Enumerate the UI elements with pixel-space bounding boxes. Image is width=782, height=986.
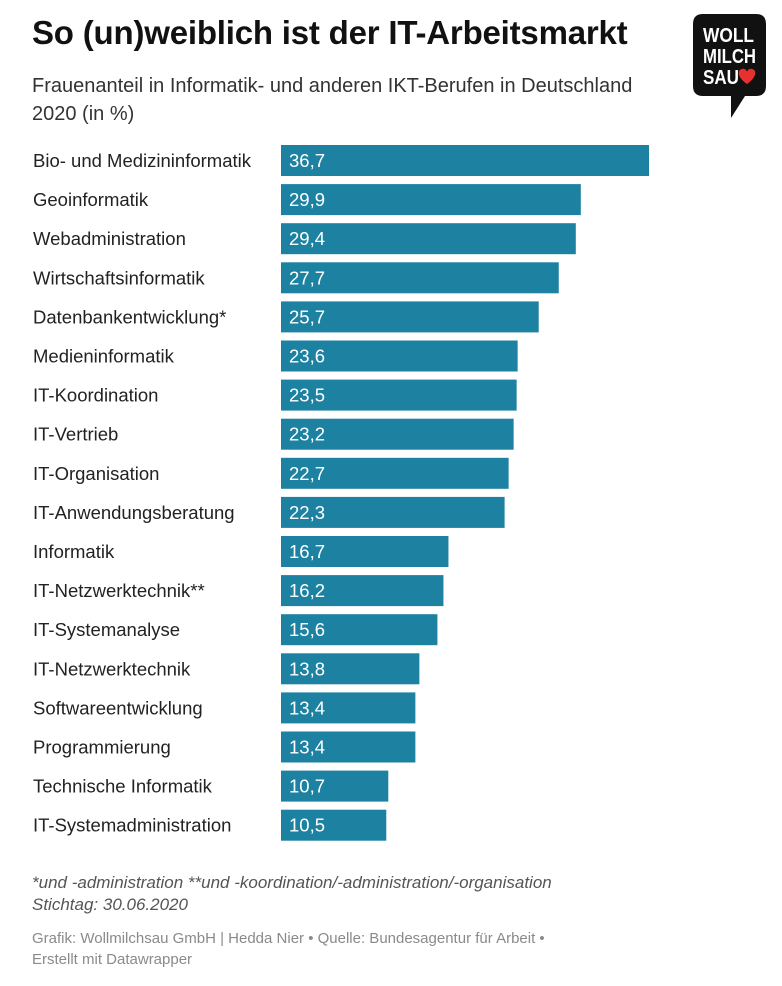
bar (281, 418, 514, 450)
value-label: 13,8 (289, 658, 325, 679)
bar (281, 692, 416, 724)
category-label: IT-Systemadministration (33, 815, 231, 836)
bar (281, 262, 559, 294)
category-label: IT-Anwendungsberatung (33, 502, 235, 523)
value-label: 29,9 (289, 189, 325, 210)
bar (281, 340, 518, 372)
value-label: 16,2 (289, 580, 325, 601)
logo-graphic: WOLL MILCH SAU (693, 14, 766, 118)
value-label: 13,4 (289, 697, 325, 718)
category-label: Technische Informatik (33, 776, 213, 797)
bar (281, 496, 505, 528)
bar (281, 731, 416, 763)
logo-line-2: MILCH (703, 46, 756, 68)
category-label: Informatik (33, 541, 115, 562)
bar (281, 184, 581, 216)
category-label: IT-Systemanalyse (33, 619, 180, 640)
category-label: Programmierung (33, 737, 171, 758)
value-label: 10,7 (289, 776, 325, 797)
value-label: 10,5 (289, 815, 325, 836)
bar (281, 301, 539, 333)
category-label: Webadministration (33, 228, 186, 249)
wollmilchsau-logo: WOLL MILCH SAU (693, 14, 766, 118)
value-label: 22,3 (289, 502, 325, 523)
category-label: Datenbankentwicklung* (33, 306, 226, 327)
value-label: 23,5 (289, 385, 325, 406)
category-label: IT-Vertrieb (33, 424, 118, 445)
bar (281, 536, 449, 567)
heart-icon (738, 68, 756, 84)
category-label: IT-Netzwerktechnik** (33, 580, 205, 601)
source-line-2: Erstellt mit Datawrapper (32, 951, 193, 968)
bar (281, 223, 576, 255)
footnote-reference-date: Stichtag: 30.06.2020 (32, 895, 188, 914)
category-label: IT-Organisation (33, 463, 159, 484)
value-label: 36,7 (289, 150, 325, 171)
logo-speech-bubble (693, 14, 766, 118)
bar (281, 614, 438, 646)
bar (281, 770, 389, 802)
value-label: 23,2 (289, 424, 325, 445)
category-label: IT-Netzwerktechnik (33, 658, 191, 679)
source-line-1: Grafik: Wollmilchsau GmbH | Hedda Nier •… (32, 930, 545, 947)
category-label: IT-Koordination (33, 385, 158, 406)
category-label: Softwareentwicklung (33, 697, 203, 718)
value-label: 29,4 (289, 228, 325, 249)
value-label: 15,6 (289, 619, 325, 640)
value-label: 13,4 (289, 737, 325, 758)
bar (281, 809, 387, 841)
value-label: 27,7 (289, 267, 325, 288)
bar (281, 653, 420, 685)
category-label: Bio- und Medizininformatik (33, 150, 252, 171)
logo-line-3: SAU (703, 67, 739, 89)
category-label: Medieninformatik (33, 346, 175, 367)
bar (281, 379, 517, 411)
chart-title: So (un)weiblich ist der IT-Arbeitsmarkt (32, 14, 628, 51)
bar (281, 575, 444, 607)
value-label: 25,7 (289, 306, 325, 327)
source-credit: Grafik: Wollmilchsau GmbH | Hedda Nier •… (32, 928, 752, 970)
footnote-definitions: *und -administration **und -koordination… (32, 873, 552, 892)
chart-subtitle: Frauenanteil in Informatik- und anderen … (32, 75, 633, 125)
logo-line-1: WOLL (703, 25, 754, 47)
bar (281, 145, 649, 176)
value-label: 23,6 (289, 346, 325, 367)
value-label: 16,7 (289, 541, 325, 562)
value-label: 22,7 (289, 463, 325, 484)
footnotes: *und -administration **und -koordination… (32, 872, 752, 916)
category-label: Wirtschaftsinformatik (33, 267, 205, 288)
category-label: Geoinformatik (33, 189, 149, 210)
bar (281, 457, 509, 489)
